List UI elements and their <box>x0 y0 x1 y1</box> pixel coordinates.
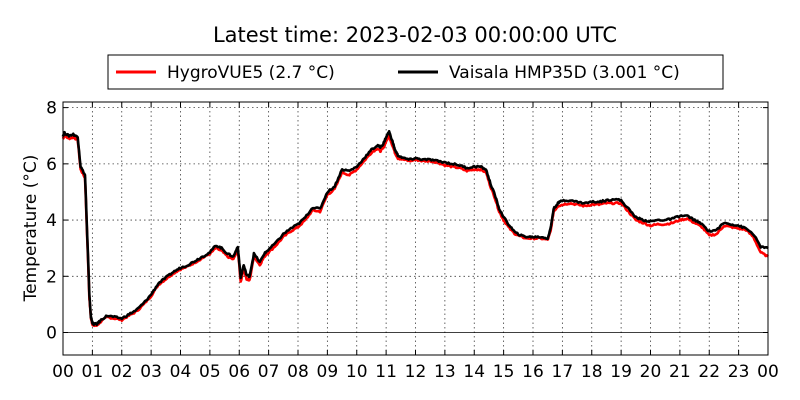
x-tick-label: 21 <box>669 362 691 382</box>
x-tick-label: 15 <box>493 362 515 382</box>
y-tick-label: 2 <box>46 267 57 287</box>
x-tick-label: 05 <box>199 362 221 382</box>
x-tick-label: 17 <box>552 362 574 382</box>
x-tick-label: 18 <box>581 362 603 382</box>
y-axis: 0 2 4 6 8 <box>46 99 768 344</box>
legend-label-hygrovue5: HygroVUE5 (2.7 °C) <box>167 63 335 83</box>
grid <box>63 102 768 355</box>
x-tick-label: 09 <box>317 362 339 382</box>
x-tick-label: 00 <box>757 362 779 382</box>
y-tick-label: 4 <box>46 211 57 231</box>
legend-label-vaisala: Vaisala HMP35D (3.001 °C) <box>449 63 680 83</box>
x-tick-label: 08 <box>287 362 309 382</box>
x-tick-label: 13 <box>434 362 456 382</box>
x-tick-label: 02 <box>111 362 133 382</box>
x-tick-label: 06 <box>228 362 250 382</box>
y-axis-title: Temperature (°C) <box>21 155 41 303</box>
x-tick-label: 12 <box>405 362 427 382</box>
x-tick-label: 10 <box>346 362 368 382</box>
chart-title: Latest time: 2023-02-03 00:00:00 UTC <box>213 23 617 47</box>
x-tick-label: 22 <box>698 362 720 382</box>
x-tick-label: 07 <box>258 362 280 382</box>
x-tick-label: 23 <box>728 362 750 382</box>
legend: HygroVUE5 (2.7 °C) Vaisala HMP35D (3.001… <box>107 54 724 90</box>
plot-frame <box>62 101 769 356</box>
x-tick-label: 11 <box>375 362 397 382</box>
x-tick-label: 14 <box>463 362 485 382</box>
x-tick-label: 01 <box>82 362 104 382</box>
y-tick-label: 8 <box>46 99 57 119</box>
x-axis: 00 01 02 03 04 05 06 07 08 09 10 11 12 13 14 15 16 17 18 19… <box>52 102 779 382</box>
x-tick-label: 04 <box>170 362 192 382</box>
x-tick-label: 03 <box>140 362 162 382</box>
x-tick-label: 00 <box>52 362 74 382</box>
y-tick-label: 6 <box>46 155 57 175</box>
series-layer <box>61 130 769 328</box>
series-line-vaisala <box>61 130 769 327</box>
x-tick-label: 19 <box>610 362 632 382</box>
x-tick-label: 20 <box>640 362 662 382</box>
x-tick-label: 16 <box>522 362 544 382</box>
y-tick-label: 0 <box>46 324 57 344</box>
